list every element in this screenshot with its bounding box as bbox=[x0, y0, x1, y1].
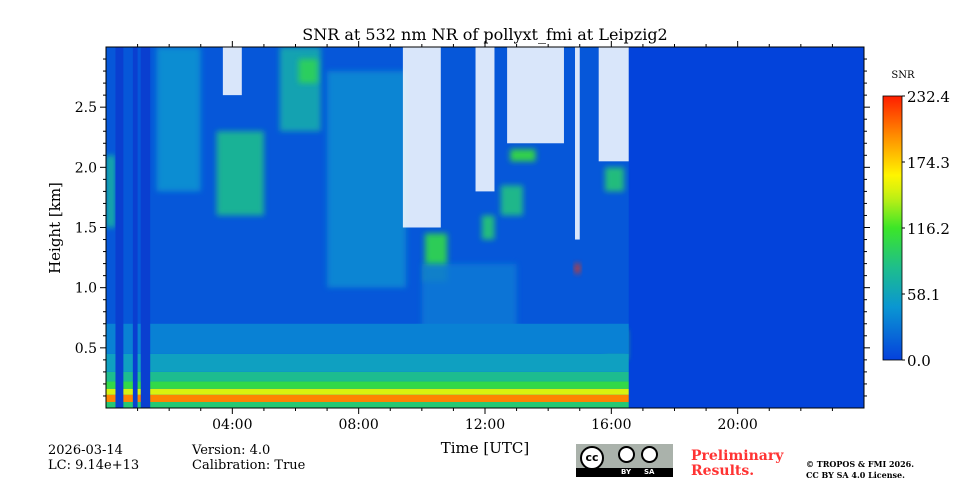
colorbar-tick-label: 58.1 bbox=[907, 286, 940, 304]
x-tick-label: 16:00 bbox=[591, 417, 631, 433]
colorbar-tick-label: 174.3 bbox=[907, 154, 950, 172]
aerosol-feature bbox=[156, 47, 201, 192]
sa-icon bbox=[641, 446, 658, 463]
x-tick-label: 20:00 bbox=[717, 417, 757, 433]
x-tick-label: 12:00 bbox=[465, 417, 505, 433]
preliminary-notice: Preliminary Results. bbox=[691, 449, 783, 479]
aerosol-feature bbox=[327, 71, 407, 288]
surface-layer bbox=[106, 394, 629, 402]
by-label: BY bbox=[621, 468, 632, 476]
x-tick-label: 08:00 bbox=[338, 417, 378, 433]
version-label: Version: 4.0 bbox=[192, 443, 271, 458]
copyright-line-1: © TROPOS & FMI 2026. bbox=[806, 459, 915, 469]
missing-data bbox=[475, 47, 495, 192]
copyright-line-2: CC BY SA 4.0 License. bbox=[806, 470, 905, 480]
prelim-line-2: Results. bbox=[691, 463, 755, 479]
by-icon bbox=[618, 446, 635, 463]
surface-layer bbox=[106, 401, 629, 408]
aerosol-feature bbox=[106, 155, 116, 228]
x-axis-label: Time [UTC] bbox=[441, 439, 530, 457]
surface-layer bbox=[106, 323, 629, 354]
calibration-label: Calibration: True bbox=[192, 458, 306, 473]
data-gap bbox=[115, 47, 124, 408]
missing-data bbox=[598, 47, 629, 162]
y-tick-label: 2.5 bbox=[75, 100, 97, 116]
y-tick-label: 1.0 bbox=[75, 281, 97, 297]
colorbar-label: SNR bbox=[891, 70, 915, 81]
missing-data bbox=[575, 47, 580, 240]
y-tick-label: 2.0 bbox=[75, 160, 97, 176]
surface-layer bbox=[106, 353, 629, 372]
surface-layer bbox=[106, 381, 629, 389]
aerosol-feature bbox=[500, 185, 523, 216]
cc-icon: cc bbox=[580, 446, 604, 470]
aerosol-feature bbox=[605, 167, 624, 192]
data-gap bbox=[132, 47, 138, 408]
y-tick-label: 0.5 bbox=[75, 341, 97, 357]
aerosol-feature bbox=[481, 215, 495, 240]
chart-title: SNR at 532 nm NR of pollyxt_fmi at Leipz… bbox=[302, 25, 668, 44]
colorbar-tick-label: 232.4 bbox=[907, 88, 950, 106]
x-tick-label: 04:00 bbox=[212, 417, 252, 433]
aerosol-feature bbox=[575, 263, 580, 274]
aerosol-feature bbox=[216, 131, 264, 216]
missing-data bbox=[507, 47, 564, 144]
aerosol-feature bbox=[298, 59, 318, 84]
y-tick-label: 1.5 bbox=[75, 221, 97, 237]
data-gap bbox=[140, 47, 151, 408]
colorbar bbox=[882, 95, 903, 361]
date-label: 2026-03-14 bbox=[48, 443, 123, 458]
missing-data bbox=[402, 47, 441, 228]
aerosol-feature bbox=[510, 149, 536, 162]
sa-label: SA bbox=[644, 468, 655, 476]
colorbar-tick-label: 116.2 bbox=[907, 220, 950, 238]
y-axis-label: Height [km] bbox=[46, 182, 64, 274]
missing-data bbox=[222, 47, 242, 96]
cc-license-logo: cc BY SA bbox=[576, 444, 673, 477]
lc-label: LC: 9.14e+13 bbox=[48, 458, 140, 473]
surface-layer bbox=[106, 371, 629, 382]
prelim-line-1: Preliminary bbox=[691, 448, 784, 464]
colorbar-tick-label: 0.0 bbox=[907, 352, 931, 370]
surface-layer bbox=[106, 388, 629, 395]
copyright: © TROPOS & FMI 2026. CC BY SA 4.0 Licens… bbox=[806, 459, 914, 480]
